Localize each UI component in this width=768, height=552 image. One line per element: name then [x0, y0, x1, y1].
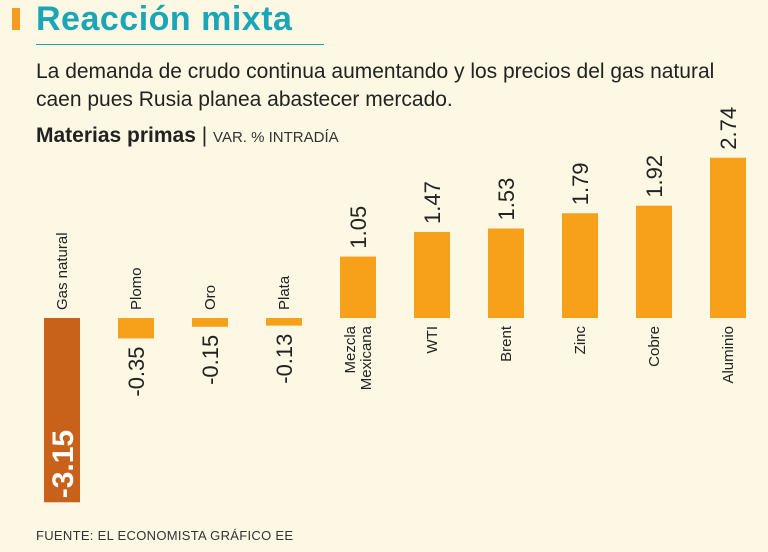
category-label-gas-natural: Gas natural — [54, 232, 71, 310]
bar-wti — [414, 232, 450, 318]
bar-cobre — [636, 205, 672, 318]
bar-aluminio — [710, 157, 746, 318]
value-label-plomo: -0.35 — [124, 346, 149, 396]
value-label-gas-natural: -3.15 — [47, 430, 80, 498]
bar-plomo — [118, 318, 154, 339]
bar-brent — [488, 228, 524, 318]
title-underline — [36, 44, 324, 45]
page-title: Reacción mixta — [36, 0, 293, 38]
value-label-zinc: 1.79 — [568, 162, 593, 205]
category-label-plomo: Plomo — [128, 267, 145, 310]
category-label-cobre: Cobre — [646, 326, 663, 367]
category-label-oro: Oro — [202, 285, 219, 310]
category-label-zinc: Zinc — [572, 326, 589, 355]
value-label-plata: -0.13 — [272, 334, 297, 384]
bar-plata — [266, 318, 302, 326]
bar-mezcla-mexicana — [340, 256, 376, 318]
value-label-brent: 1.53 — [494, 178, 519, 221]
chart-heading-bold: Materias primas — [36, 124, 196, 147]
bar-oro — [192, 318, 228, 327]
chart-heading: Materias primas | VAR. % INTRADÍA — [36, 124, 339, 148]
category-label-wti: WTI — [424, 326, 441, 354]
value-label-wti: 1.47 — [420, 181, 445, 224]
category-label-plata: Plata — [276, 275, 293, 310]
value-label-oro: -0.15 — [198, 335, 223, 385]
value-label-mezcla-mexicana: 1.05 — [346, 206, 371, 249]
category-label-mezcla-mexicana-1: Mexicana — [358, 325, 375, 390]
title-accent-bar — [12, 8, 20, 30]
source-note: FUENTE: EL ECONOMISTA GRÁFICO EE — [36, 528, 294, 543]
category-label-brent: Brent — [498, 325, 515, 362]
page-subtitle: La demanda de crudo continua aumentando … — [36, 60, 715, 111]
category-label-aluminio: Aluminio — [720, 326, 737, 384]
bar-gas-natural — [44, 318, 80, 503]
value-label-cobre: 1.92 — [642, 155, 667, 198]
chart-heading-sub: VAR. % INTRADÍA — [213, 129, 339, 146]
bar-zinc — [562, 213, 598, 318]
chart-heading-separator: | — [195, 124, 214, 147]
category-label-mezcla-mexicana-0: Mezcla — [342, 325, 359, 373]
value-label-aluminio: 2.74 — [716, 107, 741, 150]
